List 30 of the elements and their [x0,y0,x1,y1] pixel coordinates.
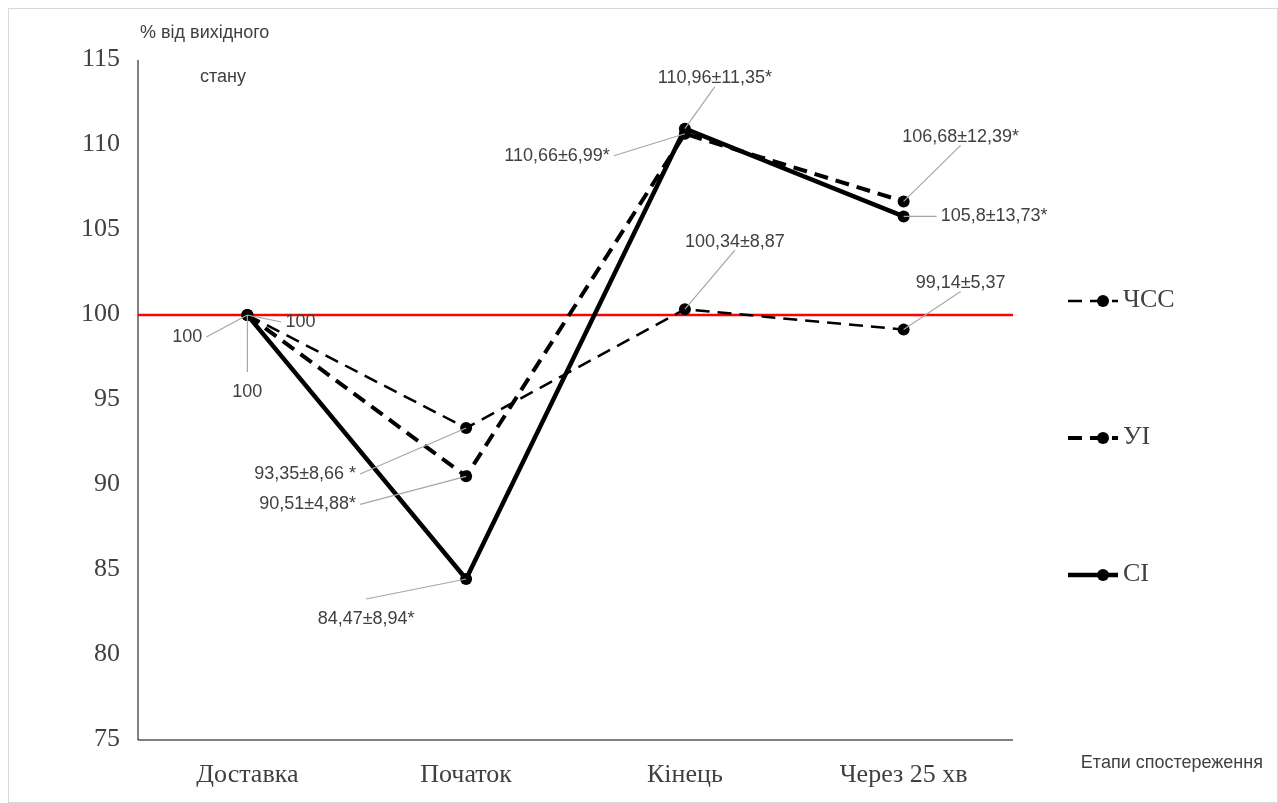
x-tick-label: Початок [420,759,513,788]
legend-label: УІ [1123,420,1151,450]
data-label: 110,96±11,35* [657,67,773,88]
data-label: 106,68±12,39* [902,126,1020,147]
y-tick-label: 75 [94,722,120,752]
y-tick-label: 80 [94,637,120,667]
y-tick-label: 85 [94,552,120,582]
y-tick-label: 90 [94,467,120,497]
data-label: 99,14±5,37 [915,272,1006,293]
x-axis-title: Етапи спостереження [1080,752,1263,772]
data-label: 100 [172,325,203,346]
data-label: 110,66±6,99* [504,144,610,165]
data-label: 100 [232,380,263,401]
data-label: 84,47±8,94* [317,607,415,628]
x-tick-label: Доставка [196,759,299,788]
x-tick-label: Кінець [646,759,723,788]
y-tick-label: 110 [81,127,120,157]
legend-label: ЧСС [1123,283,1175,313]
data-label: 100,34±8,87 [684,230,785,251]
y-tick-label: 100 [81,297,120,327]
data-label: 90,51±4,88* [259,493,357,514]
y-tick-label: 115 [81,42,120,72]
data-label: 105,8±13,73* [940,205,1048,226]
y-tick-label: 105 [81,212,120,242]
x-tick-label: Через 25 хв [839,759,968,788]
y-tick-label: 95 [94,382,120,412]
data-label: 100 [285,310,316,331]
legend-label: СІ [1123,557,1149,587]
text: % від вихідного стану [140,22,270,86]
data-label: 93,35±8,66 * [254,462,357,483]
